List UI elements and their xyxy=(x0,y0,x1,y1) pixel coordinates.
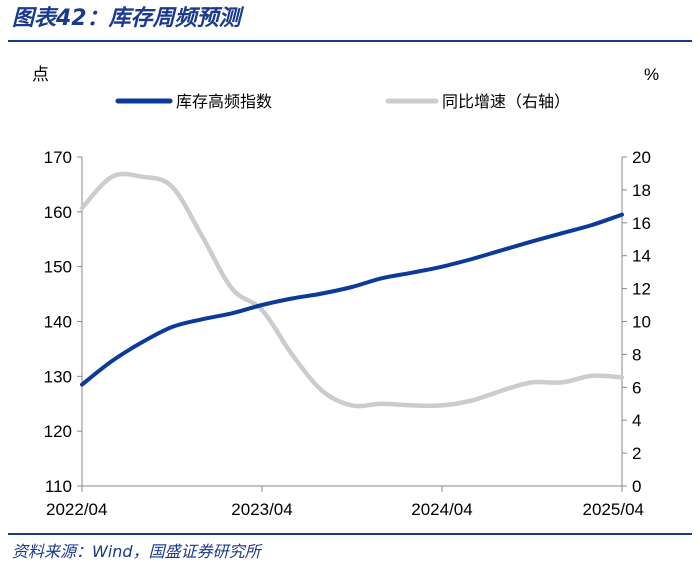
left-tick-label: 160 xyxy=(44,203,72,222)
figure-title: 图表42：库存周频预测 xyxy=(12,6,241,31)
left-tick-label: 140 xyxy=(44,313,72,332)
source-note: 资料来源：Wind，国盛证券研究所 xyxy=(12,542,261,561)
x-tick-label: 2022/04 xyxy=(46,500,107,519)
right-tick-label: 0 xyxy=(632,477,641,496)
x-tick-label: 2025/04 xyxy=(583,500,644,519)
right-tick-label: 14 xyxy=(632,247,651,266)
right-tick-label: 20 xyxy=(632,148,651,167)
x-tick-label: 2023/04 xyxy=(231,500,292,519)
footer-rule xyxy=(8,533,692,535)
left-tick-label: 150 xyxy=(44,258,72,277)
right-tick-label: 16 xyxy=(632,214,651,233)
line-chart: 库存高频指数 同比增速（右轴） 点 % 11012013014015016017… xyxy=(32,65,659,519)
left-tick-label: 130 xyxy=(44,367,72,386)
series-line-index xyxy=(80,212,624,387)
axes: 110 120 130 140 150 160 170 0 2 4 6 8 10 12 14 16 18 20 20… xyxy=(44,148,651,519)
legend-label-yoy: 同比增速（右轴） xyxy=(442,93,570,111)
right-tick-label: 12 xyxy=(632,280,651,299)
right-tick-label: 8 xyxy=(632,345,641,364)
right-tick-label: 10 xyxy=(632,313,651,332)
legend-label-index: 库存高频指数 xyxy=(176,93,272,111)
left-tick-label: 110 xyxy=(45,477,72,496)
right-tick-label: 2 xyxy=(632,444,641,463)
x-tick-label: 2024/04 xyxy=(411,500,472,519)
plot-area xyxy=(79,171,625,409)
title-rule xyxy=(8,40,692,42)
series-line-yoy xyxy=(79,171,625,409)
right-tick-label: 18 xyxy=(632,181,651,200)
right-axis-unit: % xyxy=(644,65,659,84)
left-axis-unit: 点 xyxy=(32,65,49,84)
right-tick-label: 6 xyxy=(632,378,641,397)
left-tick-label: 120 xyxy=(44,422,72,441)
legend: 库存高频指数 同比增速（右轴） xyxy=(115,93,570,111)
left-tick-label: 170 xyxy=(44,148,72,167)
right-tick-label: 4 xyxy=(632,411,641,430)
